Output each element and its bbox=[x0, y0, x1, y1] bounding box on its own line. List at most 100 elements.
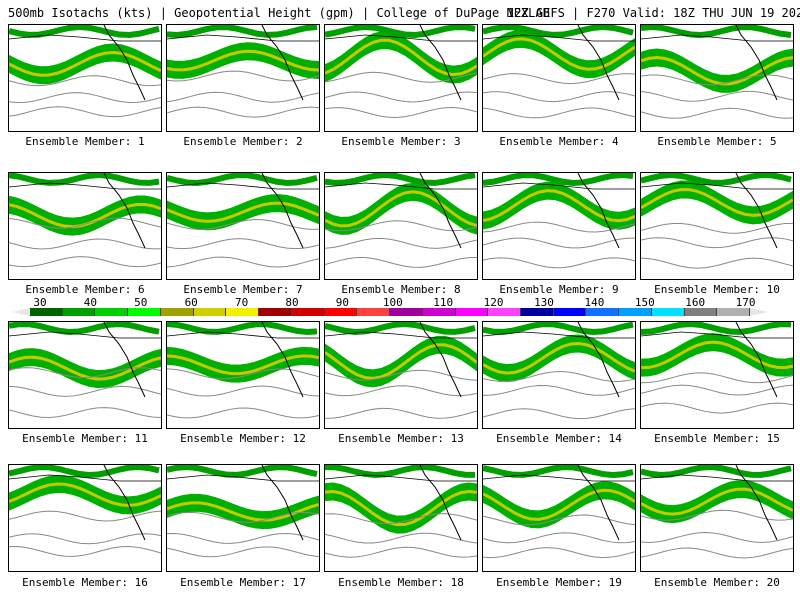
land-outline bbox=[167, 331, 319, 339]
ensemble-map-panel bbox=[482, 321, 636, 429]
colorbar-tick-label: 30 bbox=[33, 296, 47, 309]
ensemble-member-label: Ensemble Member: 19 bbox=[496, 576, 622, 589]
height-contour bbox=[167, 91, 319, 103]
jet-isotach-band bbox=[9, 195, 161, 236]
ensemble-map-svg bbox=[641, 322, 793, 414]
jet-core bbox=[167, 354, 319, 376]
ensemble-member-label: Ensemble Member: 17 bbox=[180, 576, 306, 589]
jet-isotach-band bbox=[641, 48, 793, 93]
land-outline bbox=[325, 331, 477, 339]
colorbar-segment bbox=[553, 308, 587, 316]
land-outline bbox=[483, 34, 635, 42]
height-contour bbox=[325, 513, 477, 525]
height-contour bbox=[325, 369, 477, 381]
coastline bbox=[261, 173, 304, 249]
colorbar-tick-label: 90 bbox=[335, 296, 350, 309]
ensemble-map-panel bbox=[324, 321, 478, 429]
colorbar-tick-label: 120 bbox=[483, 296, 504, 309]
northern-jet bbox=[9, 322, 160, 335]
land-outline bbox=[9, 34, 161, 42]
northern-jet bbox=[641, 322, 792, 335]
jet-isotach-band bbox=[641, 333, 793, 377]
colorbar-right-arrow bbox=[750, 308, 768, 316]
height-contour bbox=[167, 385, 319, 397]
colorbar-tick-label: 50 bbox=[134, 296, 148, 309]
colorbar-tick-label: 100 bbox=[382, 296, 403, 309]
ensemble-member-label: Ensemble Member: 2 bbox=[183, 135, 303, 148]
land-outline bbox=[325, 182, 477, 190]
colorbar-tick-label: 170 bbox=[735, 296, 756, 309]
ensemble-member-label: Ensemble Member: 14 bbox=[496, 432, 622, 445]
colorbar-segment bbox=[488, 308, 522, 316]
height-contour bbox=[483, 532, 635, 544]
ensemble-map-svg bbox=[483, 25, 635, 119]
coastline bbox=[103, 322, 146, 398]
northern-jet bbox=[641, 25, 792, 38]
ensemble-map-svg bbox=[9, 322, 161, 419]
height-contour bbox=[483, 547, 635, 559]
colorbar-segment bbox=[291, 308, 325, 316]
height-contour bbox=[325, 532, 477, 544]
jet-core bbox=[325, 489, 477, 527]
colorbar-tick-label: 150 bbox=[634, 296, 655, 309]
coastline bbox=[261, 25, 304, 101]
land-outline bbox=[9, 182, 161, 190]
ensemble-map-svg bbox=[167, 25, 319, 118]
colorbar-segment bbox=[357, 308, 391, 316]
northern-jet bbox=[167, 322, 318, 335]
colorbar-segment bbox=[30, 308, 63, 316]
height-contour bbox=[483, 91, 635, 103]
ensemble-map-svg bbox=[167, 465, 319, 558]
jet-isotach-band bbox=[167, 42, 319, 79]
ensemble-member-label: Ensemble Member: 1 bbox=[25, 135, 145, 148]
jet-core bbox=[641, 56, 793, 86]
run-info: 12Z GEFS | F270 Valid: 18Z THU JUN 19 20… bbox=[507, 6, 800, 20]
height-contour bbox=[167, 407, 319, 419]
ensemble-member-label: Ensemble Member: 18 bbox=[338, 576, 464, 589]
ensemble-map-panel bbox=[166, 464, 320, 572]
ensemble-member-label: Ensemble Member: 5 bbox=[657, 135, 777, 148]
height-contour bbox=[483, 107, 635, 119]
height-contour bbox=[641, 107, 793, 119]
height-contour bbox=[325, 107, 477, 118]
ensemble-member-label: Ensemble Member: 12 bbox=[180, 432, 306, 445]
height-contour bbox=[641, 384, 793, 396]
northern-jet bbox=[325, 322, 476, 335]
height-contour bbox=[641, 222, 793, 234]
height-contour bbox=[325, 407, 477, 419]
northern-jet bbox=[483, 322, 634, 335]
height-contour bbox=[9, 385, 161, 397]
land-outline bbox=[9, 474, 161, 482]
ensemble-map-panel bbox=[640, 24, 794, 132]
height-contour bbox=[9, 217, 161, 229]
ensemble-member-label: Ensemble Member: 11 bbox=[22, 432, 148, 445]
coastline bbox=[735, 25, 778, 101]
coastline bbox=[103, 465, 146, 541]
height-contour bbox=[483, 221, 635, 233]
height-contour bbox=[641, 531, 793, 543]
coastline bbox=[419, 465, 462, 541]
ensemble-map-panel bbox=[166, 321, 320, 429]
height-contour bbox=[325, 546, 477, 558]
ensemble-member-label: Ensemble Member: 8 bbox=[341, 283, 461, 296]
coastline bbox=[419, 322, 462, 398]
ensemble-map-svg bbox=[641, 173, 793, 269]
height-contour bbox=[9, 92, 161, 104]
ensemble-map-panel bbox=[482, 24, 636, 132]
colorbar-segment bbox=[193, 308, 227, 316]
northern-jet bbox=[325, 25, 476, 38]
colorbar-segment bbox=[684, 308, 718, 316]
ensemble-member-label: Ensemble Member: 7 bbox=[183, 283, 303, 296]
height-contour bbox=[641, 257, 793, 269]
ensemble-map-svg bbox=[167, 322, 319, 419]
ensemble-map-svg bbox=[483, 173, 635, 269]
height-contour bbox=[9, 256, 161, 268]
ensemble-map-svg bbox=[641, 465, 793, 559]
coastline bbox=[103, 173, 146, 249]
land-outline bbox=[483, 182, 635, 190]
jet-core bbox=[483, 37, 635, 71]
height-contour bbox=[641, 372, 793, 384]
ensemble-map-svg bbox=[641, 25, 793, 119]
jet-isotach-band bbox=[9, 43, 161, 85]
northern-jet bbox=[167, 465, 318, 478]
